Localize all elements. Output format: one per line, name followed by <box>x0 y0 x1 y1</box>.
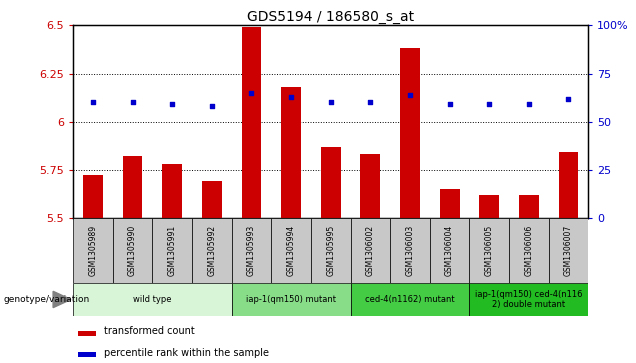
Bar <box>162 164 182 218</box>
Bar <box>480 195 499 218</box>
FancyBboxPatch shape <box>390 218 430 283</box>
Point <box>207 103 217 109</box>
FancyBboxPatch shape <box>430 218 469 283</box>
Text: GSM1306006: GSM1306006 <box>524 225 534 276</box>
Bar <box>519 195 539 218</box>
Point <box>88 99 98 105</box>
Text: GSM1306004: GSM1306004 <box>445 225 454 276</box>
Text: percentile rank within the sample: percentile rank within the sample <box>104 348 269 358</box>
Text: iap-1(qm150) ced-4(n116
2) double mutant: iap-1(qm150) ced-4(n116 2) double mutant <box>475 290 583 309</box>
FancyBboxPatch shape <box>232 283 350 316</box>
Polygon shape <box>53 291 71 308</box>
Point <box>127 99 137 105</box>
Bar <box>281 87 301 218</box>
Text: GSM1306007: GSM1306007 <box>564 225 573 276</box>
Text: GSM1305992: GSM1305992 <box>207 225 216 276</box>
Text: ced-4(n1162) mutant: ced-4(n1162) mutant <box>365 295 455 304</box>
FancyBboxPatch shape <box>232 218 272 283</box>
Point <box>167 101 177 107</box>
Text: GSM1306002: GSM1306002 <box>366 225 375 276</box>
Point <box>246 90 256 95</box>
Point <box>405 92 415 98</box>
FancyBboxPatch shape <box>350 218 390 283</box>
FancyBboxPatch shape <box>73 218 113 283</box>
Text: GSM1305993: GSM1305993 <box>247 225 256 276</box>
Point <box>365 99 375 105</box>
FancyBboxPatch shape <box>469 218 509 283</box>
Bar <box>400 49 420 218</box>
Text: GSM1305995: GSM1305995 <box>326 225 335 276</box>
Point <box>484 101 494 107</box>
Text: iap-1(qm150) mutant: iap-1(qm150) mutant <box>246 295 336 304</box>
Point <box>326 99 336 105</box>
FancyBboxPatch shape <box>350 283 469 316</box>
FancyBboxPatch shape <box>509 218 549 283</box>
Point <box>286 94 296 99</box>
Bar <box>361 154 380 218</box>
Text: GSM1305991: GSM1305991 <box>168 225 177 276</box>
FancyBboxPatch shape <box>311 218 350 283</box>
Text: GSM1306005: GSM1306005 <box>485 225 494 276</box>
FancyBboxPatch shape <box>153 218 192 283</box>
Bar <box>83 175 103 218</box>
Bar <box>78 331 96 336</box>
FancyBboxPatch shape <box>272 218 311 283</box>
Bar <box>202 181 222 218</box>
FancyBboxPatch shape <box>469 283 588 316</box>
Point <box>524 101 534 107</box>
Text: GSM1305989: GSM1305989 <box>88 225 97 276</box>
Bar <box>321 147 341 218</box>
FancyBboxPatch shape <box>549 218 588 283</box>
Bar <box>242 27 261 218</box>
Text: GSM1306003: GSM1306003 <box>406 225 415 276</box>
Text: transformed count: transformed count <box>104 326 195 336</box>
Bar <box>78 352 96 357</box>
FancyBboxPatch shape <box>192 218 232 283</box>
Point <box>445 101 455 107</box>
Bar <box>439 189 460 218</box>
FancyBboxPatch shape <box>113 218 153 283</box>
Bar <box>123 156 142 218</box>
FancyBboxPatch shape <box>73 283 232 316</box>
Point <box>563 95 574 101</box>
Text: GSM1305994: GSM1305994 <box>287 225 296 276</box>
Text: genotype/variation: genotype/variation <box>3 295 90 304</box>
Bar <box>558 152 578 218</box>
Text: wild type: wild type <box>133 295 172 304</box>
Text: GSM1305990: GSM1305990 <box>128 225 137 276</box>
Title: GDS5194 / 186580_s_at: GDS5194 / 186580_s_at <box>247 11 414 24</box>
